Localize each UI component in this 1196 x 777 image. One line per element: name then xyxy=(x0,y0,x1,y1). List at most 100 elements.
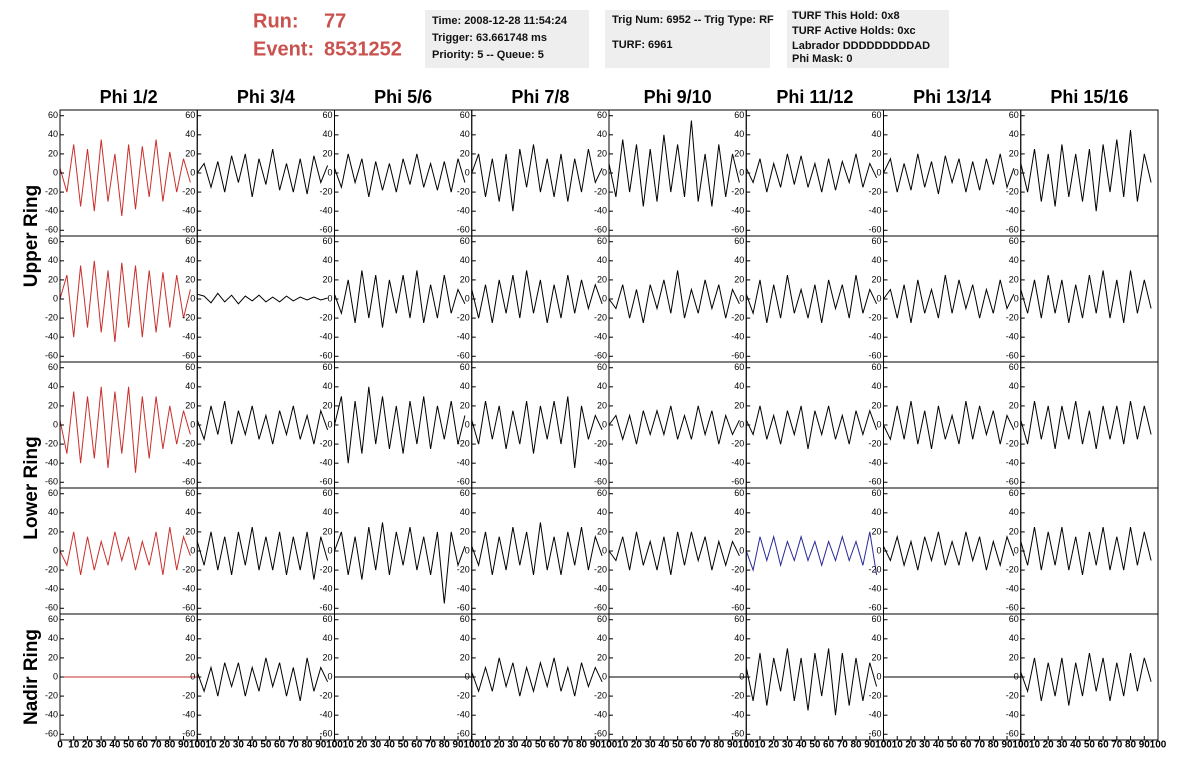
y-tick-label: -60 xyxy=(182,225,195,235)
y-tick-label: 60 xyxy=(871,236,881,246)
y-tick-label: 40 xyxy=(185,507,195,517)
x-tick-label: 60 xyxy=(686,740,698,751)
y-tick-label: -20 xyxy=(868,312,881,322)
waveform xyxy=(59,260,191,343)
y-tick-label: 60 xyxy=(460,362,470,372)
y-tick-label: -60 xyxy=(45,729,58,739)
y-tick-label: 60 xyxy=(185,614,195,624)
y-tick-label: -60 xyxy=(45,351,58,361)
y-tick-label: -40 xyxy=(868,458,881,468)
x-tick-label: 30 xyxy=(1056,740,1068,751)
y-tick-label: -20 xyxy=(45,312,58,322)
y-tick-label: -20 xyxy=(457,312,470,322)
y-tick-label: -40 xyxy=(1006,710,1019,720)
y-tick-label: -40 xyxy=(319,206,332,216)
y-tick-label: 40 xyxy=(48,129,58,139)
waveform xyxy=(745,648,878,716)
x-tick-label: 10 xyxy=(480,740,492,751)
y-tick-label: 0 xyxy=(1014,293,1019,303)
x-tick-label: 20 xyxy=(905,740,917,751)
y-tick-label: -20 xyxy=(1006,690,1019,700)
y-tick-label: 40 xyxy=(597,255,607,265)
y-tick-label: 0 xyxy=(327,167,332,177)
x-tick-label: 0 xyxy=(606,740,612,751)
y-tick-label: 0 xyxy=(190,671,195,681)
y-tick-label: -40 xyxy=(182,710,195,720)
panel-frame xyxy=(334,487,473,615)
y-tick-label: 20 xyxy=(48,652,58,662)
x-tick-label: 50 xyxy=(398,740,410,751)
y-tick-label: -40 xyxy=(731,710,744,720)
y-tick-label: -60 xyxy=(1006,477,1019,487)
y-tick-label: -20 xyxy=(594,564,607,574)
panel-frame xyxy=(608,235,747,363)
y-tick-label: -20 xyxy=(594,438,607,448)
y-tick-label: 60 xyxy=(597,614,607,624)
x-tick-label: 10 xyxy=(892,740,904,751)
x-tick-label: 50 xyxy=(809,740,821,751)
column-title: Phi 1/2 xyxy=(100,87,158,107)
x-tick-label: 70 xyxy=(288,740,300,751)
row-label: Upper Ring xyxy=(21,185,42,287)
y-tick-label: 0 xyxy=(602,545,607,555)
y-tick-label: 40 xyxy=(322,129,332,139)
y-tick-label: -20 xyxy=(1006,312,1019,322)
y-tick-label: 20 xyxy=(48,400,58,410)
panel-frame xyxy=(1020,109,1159,237)
y-tick-label: 60 xyxy=(48,362,58,372)
y-tick-label: 40 xyxy=(48,381,58,391)
x-tick-label: 0 xyxy=(332,740,338,751)
waveform xyxy=(59,386,191,473)
y-tick-label: -60 xyxy=(182,729,195,739)
x-tick-label: 0 xyxy=(469,740,475,751)
y-tick-label: 60 xyxy=(871,614,881,624)
panel-frame xyxy=(745,109,884,237)
waveform xyxy=(196,400,329,445)
waveform xyxy=(471,522,603,575)
y-tick-label: 60 xyxy=(1009,362,1019,372)
x-tick-label: 50 xyxy=(947,740,959,751)
x-tick-label: 40 xyxy=(796,740,808,751)
y-tick-label: -20 xyxy=(731,312,744,322)
waveform xyxy=(1020,653,1152,706)
y-tick-label: 40 xyxy=(460,381,470,391)
y-tick-label: 20 xyxy=(871,652,881,662)
x-tick-label: 60 xyxy=(274,740,286,751)
y-tick-label: 0 xyxy=(465,671,470,681)
y-tick-label: 20 xyxy=(734,400,744,410)
y-tick-label: 0 xyxy=(876,419,881,429)
y-tick-label: 40 xyxy=(734,255,744,265)
panel-frame xyxy=(608,109,747,237)
x-tick-label: 60 xyxy=(1098,740,1110,751)
y-tick-label: 60 xyxy=(871,362,881,372)
x-tick-label: 70 xyxy=(974,740,986,751)
y-tick-label: -20 xyxy=(594,312,607,322)
y-tick-label: 0 xyxy=(739,419,744,429)
y-tick-label: 20 xyxy=(734,148,744,158)
y-tick-label: 20 xyxy=(871,274,881,284)
y-tick-label: -40 xyxy=(182,332,195,342)
x-tick-label: 10 xyxy=(617,740,629,751)
y-tick-label: -40 xyxy=(182,458,195,468)
y-tick-label: 0 xyxy=(739,545,744,555)
x-tick-label: 10 xyxy=(754,740,766,751)
x-tick-label: 40 xyxy=(658,740,670,751)
y-tick-label: 60 xyxy=(597,488,607,498)
y-tick-label: -20 xyxy=(731,564,744,574)
x-tick-label: 40 xyxy=(384,740,396,751)
y-tick-label: 60 xyxy=(1009,488,1019,498)
x-tick-label: 0 xyxy=(743,740,749,751)
x-tick-label: 50 xyxy=(672,740,684,751)
y-tick-label: 20 xyxy=(734,274,744,284)
x-tick-label: 20 xyxy=(1043,740,1055,751)
waveform xyxy=(608,120,740,207)
y-tick-label: 0 xyxy=(53,671,58,681)
x-tick-label: 80 xyxy=(301,740,313,751)
waveform xyxy=(334,522,466,604)
y-tick-label: -40 xyxy=(45,584,58,594)
y-tick-label: 60 xyxy=(48,110,58,120)
y-tick-label: 20 xyxy=(185,274,195,284)
y-tick-label: 40 xyxy=(48,633,58,643)
y-tick-label: -40 xyxy=(45,458,58,468)
